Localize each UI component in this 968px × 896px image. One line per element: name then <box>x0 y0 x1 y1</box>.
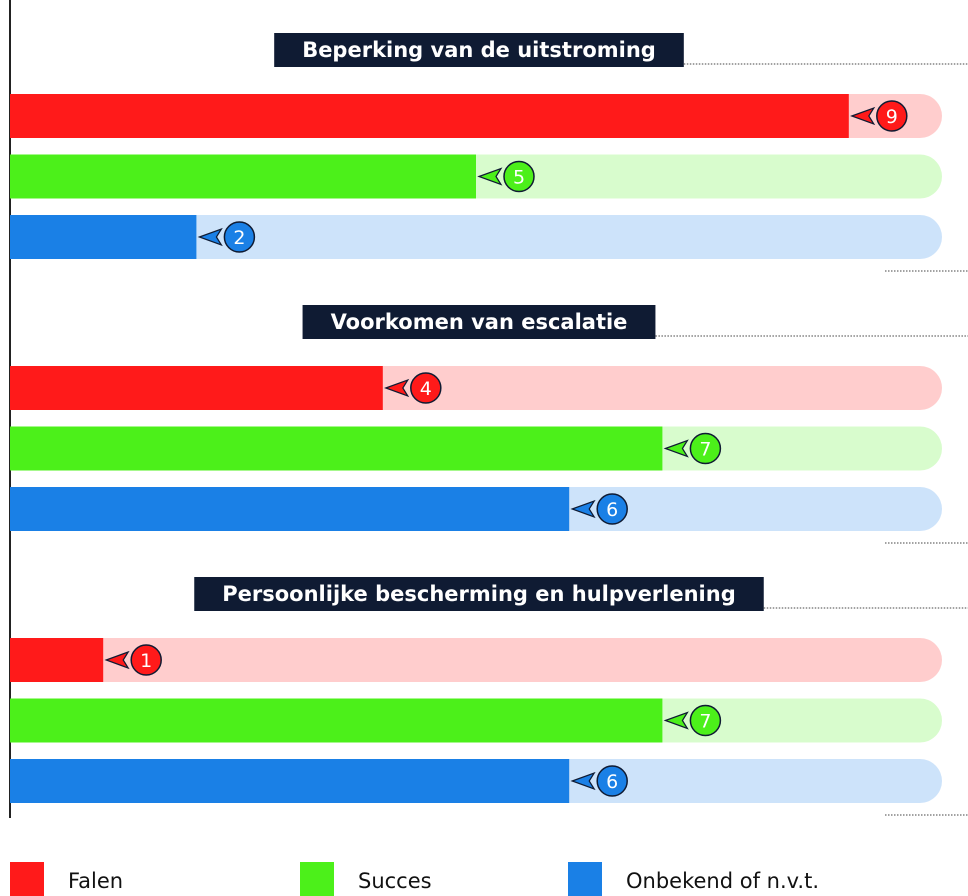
pointer <box>570 499 596 519</box>
bar <box>10 154 476 199</box>
pointer <box>850 106 876 126</box>
value-label: 2 <box>233 227 245 249</box>
group-title-box <box>194 577 764 611</box>
value-badge <box>410 372 442 404</box>
value-label: 6 <box>606 771 618 793</box>
bar <box>10 759 570 803</box>
value-badge <box>596 765 628 797</box>
value-badge <box>503 160 535 193</box>
pointer <box>570 771 596 791</box>
value-label: 1 <box>140 650 152 672</box>
value-label: 9 <box>886 106 898 128</box>
value-badge <box>876 100 908 132</box>
value-label: 7 <box>699 439 711 461</box>
legend-swatch <box>568 862 602 896</box>
value-badge <box>223 221 256 253</box>
legend-label: Succes <box>358 869 432 893</box>
legend-label: Onbekend of n.v.t. <box>626 869 819 893</box>
value-label: 5 <box>513 167 525 189</box>
value-badge <box>689 432 722 465</box>
bar <box>10 94 849 138</box>
bar-track <box>10 638 942 682</box>
value-label: 4 <box>420 378 432 400</box>
bar <box>10 426 663 471</box>
bar <box>10 638 104 682</box>
pointer <box>384 378 410 398</box>
group-title: Beperking van de uitstroming <box>302 38 656 62</box>
bar <box>10 366 383 410</box>
value-badge <box>596 493 628 525</box>
value-badge <box>130 644 162 676</box>
pointer <box>477 167 503 186</box>
bar <box>10 698 663 743</box>
bar <box>10 215 197 259</box>
group-title-box <box>274 33 684 67</box>
pointer <box>197 227 223 247</box>
pointer <box>663 711 689 730</box>
legend-label: Falen <box>68 869 123 893</box>
pointer <box>663 439 689 458</box>
bar <box>10 487 570 531</box>
value-badge <box>689 704 722 737</box>
group-title-box <box>302 305 656 339</box>
group-title: Voorkomen van escalatie <box>331 310 628 334</box>
group-title: Persoonlijke bescherming en hulpverlenin… <box>222 582 736 606</box>
pointer <box>104 650 130 670</box>
value-label: 7 <box>699 711 711 733</box>
legend-swatch <box>300 862 334 896</box>
legend-swatch <box>10 862 44 896</box>
value-label: 6 <box>606 499 618 521</box>
